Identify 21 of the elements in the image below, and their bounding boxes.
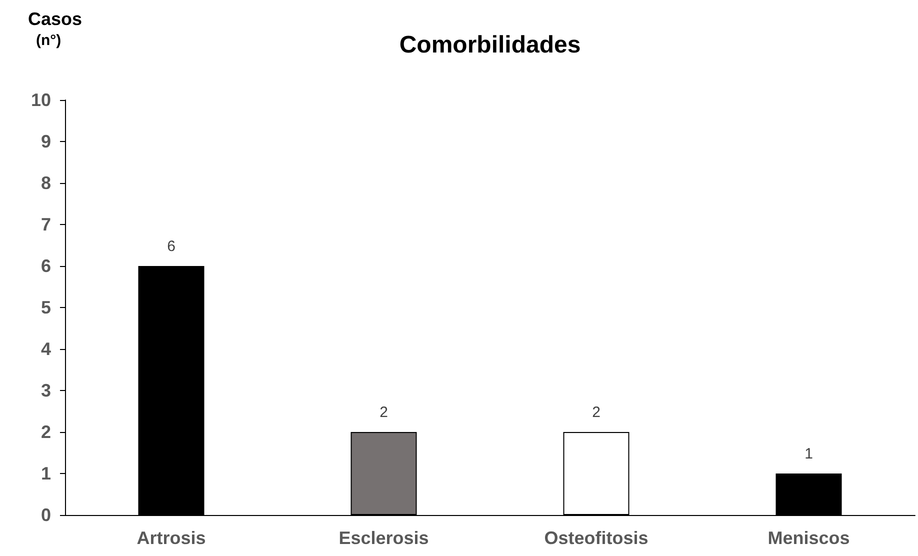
- y-tick-label: 2: [40, 422, 51, 442]
- data-label: 2: [380, 404, 388, 421]
- y-tick-label: 10: [30, 90, 51, 110]
- y-tick-label: 1: [40, 464, 51, 484]
- y-tick-label: 3: [40, 380, 51, 400]
- y-tick-label: 6: [40, 256, 51, 276]
- x-tick-label: Meniscos: [768, 528, 850, 548]
- x-tick-label: Osteofitosis: [544, 528, 648, 548]
- data-label: 1: [804, 446, 813, 462]
- x-tick-label: Esclerosis: [338, 528, 429, 548]
- data-label: 2: [592, 404, 600, 421]
- y-tick-label: 9: [40, 132, 51, 152]
- y-tick-label: 5: [40, 298, 51, 318]
- data-label: 6: [167, 238, 176, 255]
- y-tick-label: 4: [40, 339, 51, 359]
- y-tick-label: 0: [40, 505, 51, 525]
- chart-title: Comorbilidades: [399, 32, 581, 58]
- x-tick-label: Artrosis: [136, 528, 206, 548]
- y-axis-title: Casos (n°): [28, 9, 82, 49]
- y-tick-label: 8: [40, 173, 51, 193]
- y-tick-label: 7: [40, 214, 51, 234]
